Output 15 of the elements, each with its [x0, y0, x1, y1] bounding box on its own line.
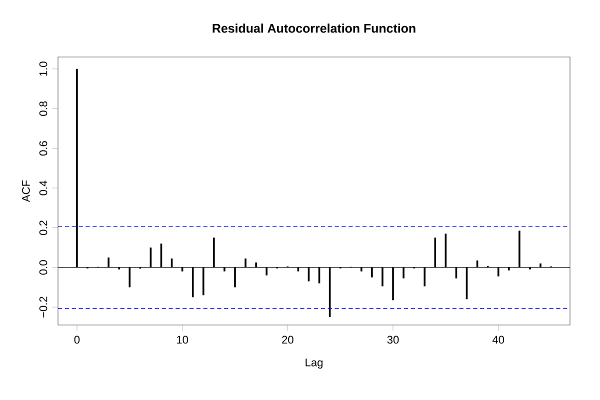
- y-tick-label: −0.2: [39, 296, 48, 318]
- y-tick-label: 0.4: [39, 180, 48, 196]
- x-axis-title: Lag: [306, 358, 323, 369]
- y-tick-label: 0.6: [39, 141, 48, 156]
- y-axis-title: ACF: [22, 180, 30, 202]
- x-tick-label: 30: [387, 336, 399, 344]
- x-tick-label: 20: [282, 336, 294, 344]
- y-tick-label: 0.2: [39, 220, 48, 235]
- x-tick-label: 40: [492, 336, 504, 344]
- y-tick-label: 0.8: [39, 101, 48, 116]
- y-tick-label: 0.0: [39, 260, 48, 275]
- y-tick-label: 1.0: [39, 62, 48, 76]
- x-tick-label: 0: [74, 336, 80, 344]
- chart-title: Residual Autocorrelation Function: [212, 24, 416, 33]
- x-tick-label: 10: [177, 336, 188, 344]
